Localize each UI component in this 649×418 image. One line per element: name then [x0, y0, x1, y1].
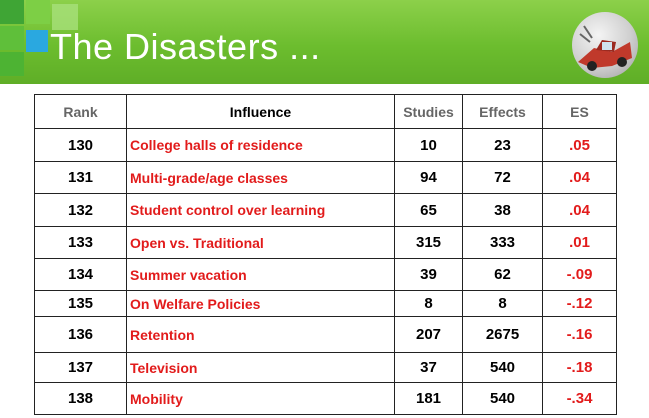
cell-studies: 315 [394, 226, 463, 259]
table-row: 132 Student control over learning 65 38 … [34, 193, 617, 227]
header-influence: Influence [126, 94, 395, 129]
cell-rank: 135 [34, 290, 127, 317]
cell-rank: 130 [34, 128, 127, 162]
cell-es: -.34 [542, 382, 617, 415]
header-studies: Studies [394, 94, 463, 129]
cell-effects: 333 [462, 226, 543, 259]
cell-effects: 72 [462, 161, 543, 194]
cell-studies: 181 [394, 382, 463, 415]
table-row: 135 On Welfare Policies 8 8 -.12 [34, 290, 617, 317]
table-header-row: Rank Influence Studies Effects ES [34, 94, 617, 129]
cell-rank: 136 [34, 316, 127, 353]
cell-effects: 8 [462, 290, 543, 317]
cell-effects: 540 [462, 382, 543, 415]
table-row: 131 Multi-grade/age classes 94 72 .04 [34, 161, 617, 194]
table-row: 136 Retention 207 2675 -.16 [34, 316, 617, 353]
decorative-square [52, 4, 78, 30]
header-es: ES [542, 94, 617, 129]
cell-studies: 207 [394, 316, 463, 353]
cell-effects: 62 [462, 258, 543, 291]
cell-effects: 23 [462, 128, 543, 162]
decorative-square-blue [26, 30, 48, 52]
header-effects: Effects [462, 94, 543, 129]
slide-title: The Disasters ... [50, 26, 321, 67]
cell-rank: 131 [34, 161, 127, 194]
table-row: 133 Open vs. Traditional 315 333 .01 [34, 226, 617, 259]
cell-es: -.12 [542, 290, 617, 317]
cell-influence: Open vs. Traditional [126, 226, 395, 259]
table-row: 137 Television 37 540 -.18 [34, 352, 617, 383]
cell-effects: 2675 [462, 316, 543, 353]
cell-es: -.18 [542, 352, 617, 383]
cell-studies: 94 [394, 161, 463, 194]
cell-influence: Multi-grade/age classes [126, 161, 395, 194]
decorative-square [26, 0, 50, 24]
cell-rank: 133 [34, 226, 127, 259]
cell-influence: College halls of residence [126, 128, 395, 162]
cell-studies: 37 [394, 352, 463, 383]
cell-studies: 39 [394, 258, 463, 291]
cell-es: -.09 [542, 258, 617, 291]
cell-effects: 540 [462, 352, 543, 383]
disasters-table: Rank Influence Studies Effects ES 130 Co… [34, 94, 617, 415]
cell-influence: Mobility [126, 382, 395, 415]
title-banner [0, 0, 649, 84]
cell-influence: Retention [126, 316, 395, 353]
cell-rank: 132 [34, 193, 127, 227]
table-row: 134 Summer vacation 39 62 -.09 [34, 258, 617, 291]
cell-influence: Television [126, 352, 395, 383]
cell-rank: 138 [34, 382, 127, 415]
table-row: 130 College halls of residence 10 23 .05 [34, 128, 617, 162]
cell-rank: 137 [34, 352, 127, 383]
cell-es: .05 [542, 128, 617, 162]
cell-influence: Student control over learning [126, 193, 395, 227]
cell-es: .04 [542, 161, 617, 194]
cell-es: -.16 [542, 316, 617, 353]
decorative-square [0, 52, 24, 76]
cell-studies: 10 [394, 128, 463, 162]
cell-effects: 38 [462, 193, 543, 227]
table-row: 138 Mobility 181 540 -.34 [34, 382, 617, 415]
cell-es: .01 [542, 226, 617, 259]
decorative-square [0, 26, 24, 50]
decorative-square [0, 0, 24, 24]
cell-es: .04 [542, 193, 617, 227]
cell-influence: On Welfare Policies [126, 290, 395, 317]
cell-influence: Summer vacation [126, 258, 395, 291]
cell-studies: 8 [394, 290, 463, 317]
cell-rank: 134 [34, 258, 127, 291]
cell-studies: 65 [394, 193, 463, 227]
header-rank: Rank [34, 94, 127, 129]
car-crash-icon [572, 12, 638, 78]
